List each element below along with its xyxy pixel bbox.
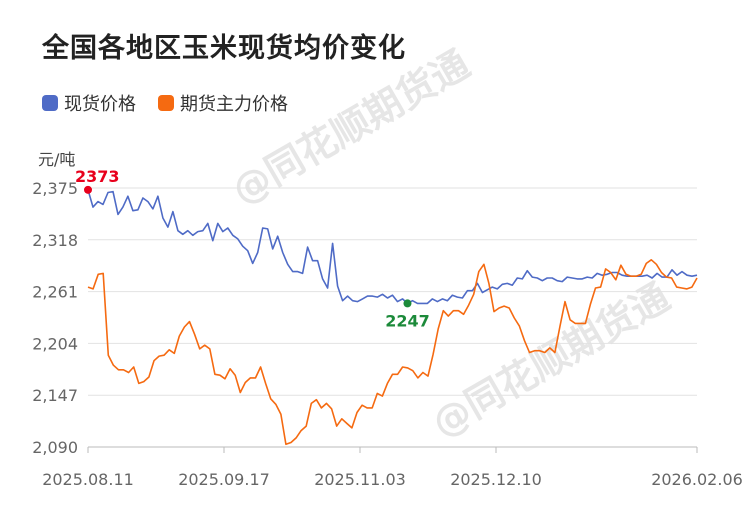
max-point-marker [84, 185, 92, 194]
y-tick-label: 2,318 [32, 231, 78, 250]
legend-item-futures[interactable]: 期货主力价格 [158, 90, 288, 116]
legend-swatch-spot [42, 95, 58, 111]
y-tick-label: 2,375 [32, 179, 78, 198]
x-axis: 2025.08.11 2025.09.17 2025.11.03 2025.12.10… [42, 447, 743, 489]
chart-legend[interactable]: 现货价格 期货主力价格 [42, 90, 288, 116]
x-tick-label: 2026.02.06 [651, 470, 743, 489]
y-tick-label: 2,261 [32, 283, 78, 302]
y-tick-label: 2,204 [32, 334, 78, 353]
x-tick-label: 2025.11.03 [314, 470, 406, 489]
x-tick-label: 2025.09.17 [178, 470, 270, 489]
y-tick-label: 2,090 [32, 438, 78, 457]
y-axis-tick-labels: 2,090 2,147 2,204 2,261 2,318 2,375 [32, 179, 78, 457]
max-point-label: 2373 [75, 167, 120, 186]
x-tick-label: 2025.12.10 [450, 470, 542, 489]
watermark-group: @同花顺期货通 @同花顺期货通 [225, 42, 677, 446]
legend-swatch-futures [158, 95, 174, 111]
y-tick-label: 2,147 [32, 386, 78, 405]
legend-label-futures: 期货主力价格 [180, 94, 288, 115]
x-tick-label: 2025.08.11 [42, 470, 134, 489]
watermark-text-2: @同花顺期货通 [425, 275, 677, 446]
min-point-label: 2247 [385, 311, 430, 330]
legend-item-spot[interactable]: 现货价格 [42, 90, 136, 116]
futures-price-line [87, 258, 698, 446]
min-point-marker [403, 299, 412, 308]
grid-lines [88, 187, 697, 448]
y-axis-unit-label: 元/吨 [38, 150, 76, 169]
watermark-text-1: @同花顺期货通 [225, 42, 477, 213]
chart-title: 全国各地区玉米现货均价变化 [42, 33, 406, 64]
spot-price-line [87, 189, 698, 305]
legend-label-spot: 现货价格 [64, 94, 136, 115]
series-lines [87, 189, 698, 446]
point-markers: 2373 2247 [75, 167, 430, 331]
